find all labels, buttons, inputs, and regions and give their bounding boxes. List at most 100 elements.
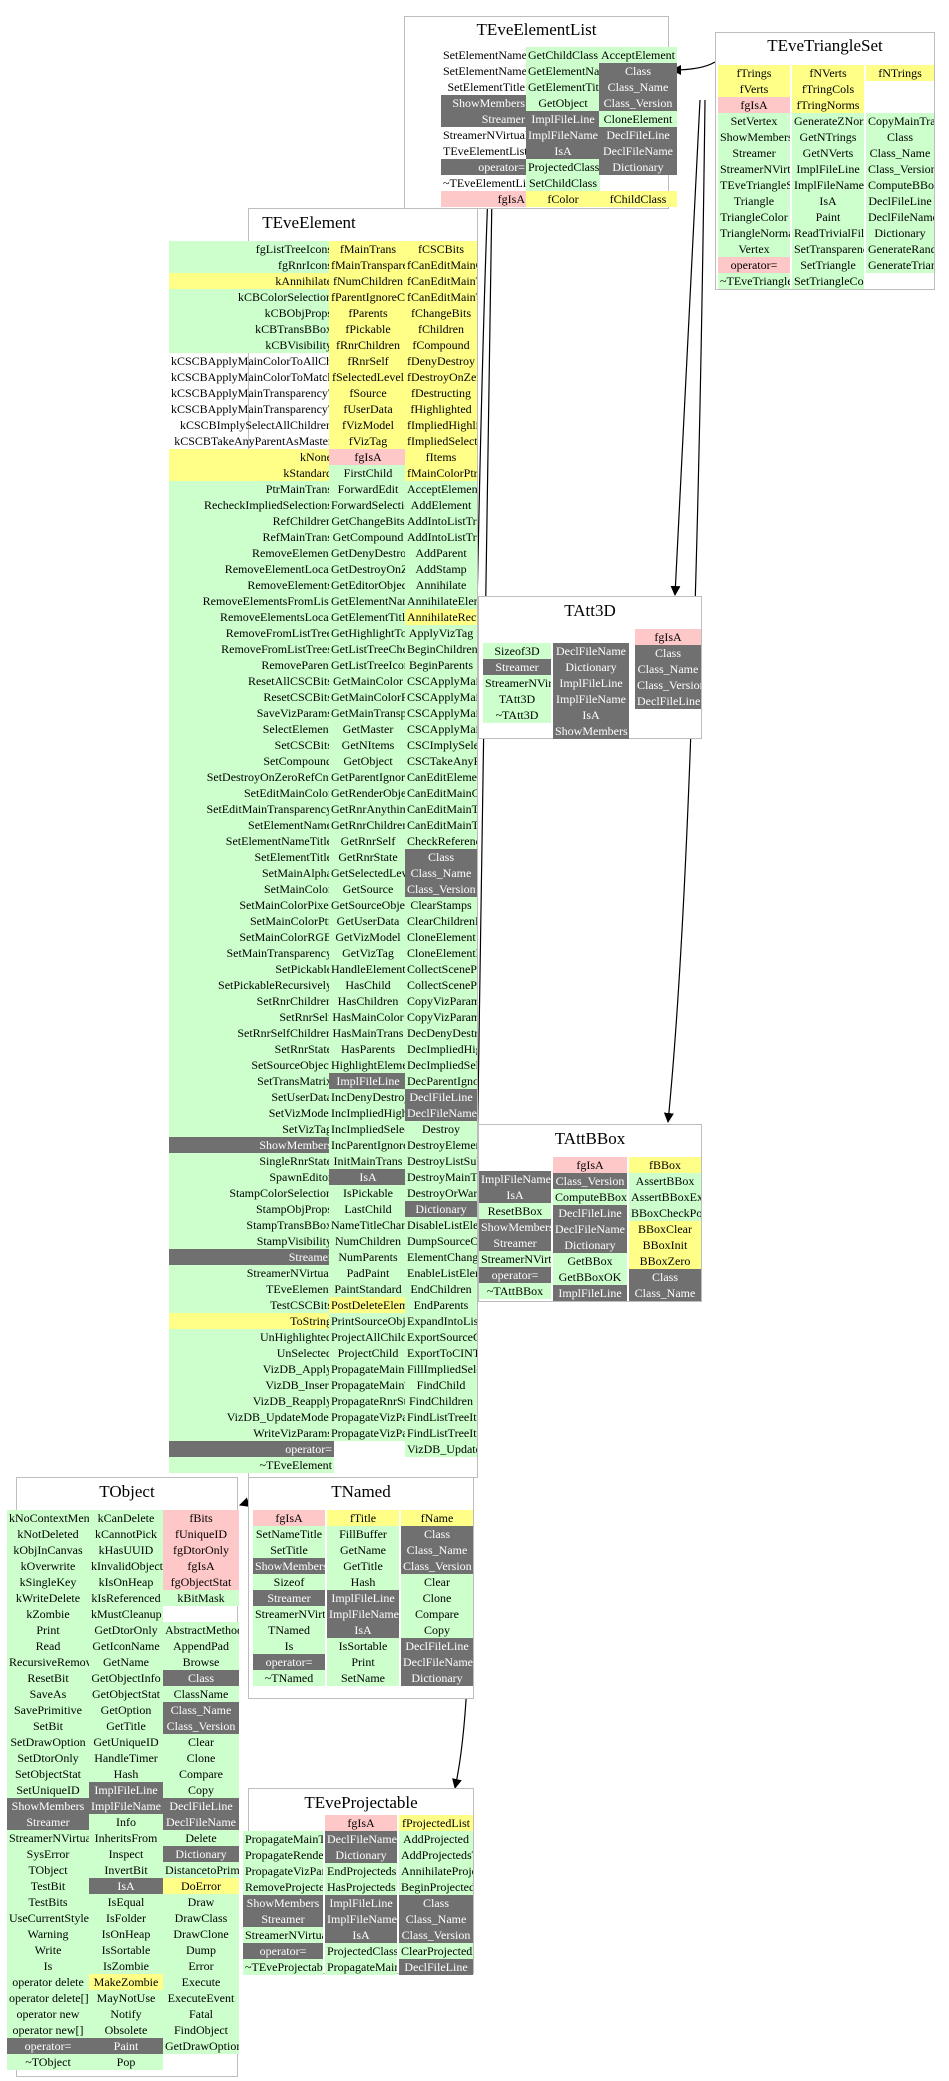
column: DeclFileName Dictionary ImplFileLine ImplFi… <box>553 643 629 739</box>
method-entry: FindChildren <box>405 1393 477 1409</box>
method-entry: Clear <box>163 1734 239 1750</box>
inherited-entry: Class_Name <box>163 1702 239 1718</box>
inherited-entry: Streamer <box>479 1235 551 1251</box>
method-entry: GetDestroyOnZeroRefCnt <box>329 561 407 577</box>
inherited-entry: DeclFileName <box>163 1814 239 1830</box>
inherited-entry: ImplFileName <box>479 1171 551 1187</box>
data-member-entry: fNumChildren <box>329 273 407 289</box>
method-entry: HighlightElement <box>329 1057 407 1073</box>
method-entry: SingleRnrState <box>169 1153 334 1169</box>
method-entry: Paint <box>792 209 864 225</box>
method-entry: GetIconName <box>89 1638 163 1654</box>
method-entry: CSCApplyMainColorToAllChildren <box>405 673 477 689</box>
data-member-entry: fDestroyOnZeroRefCnt <box>405 369 477 385</box>
inherited-entry: Dictionary <box>401 1670 473 1686</box>
method-entry: RefMainTrans <box>169 529 334 545</box>
method-entry: AnnihilateProjecteds <box>399 1863 473 1879</box>
inherited-entry: ShowMembers <box>479 1219 551 1235</box>
inherited-entry: Streamer <box>253 1590 325 1606</box>
method-entry: Execute <box>163 1974 239 1990</box>
method-entry: kCannotPick <box>89 1526 163 1542</box>
edge-tevetrianglset-to-teveelementlist <box>671 61 716 75</box>
inherited-entry: Class_Name <box>635 661 701 677</box>
method-entry: TEveTriangleSet <box>718 177 790 193</box>
method-entry: IncImpliedHighlighted <box>329 1105 407 1121</box>
data-member-entry: fNVerts <box>792 65 864 81</box>
method-entry: InheritsFrom <box>89 1830 163 1846</box>
method-entry: UnHighlighted <box>169 1329 334 1345</box>
method-entry: AssertBBoxExtents <box>629 1189 701 1205</box>
inherited-entry: DeclFileName <box>401 1654 473 1670</box>
method-entry: FirstChild <box>329 465 407 481</box>
method-entry: SetName <box>327 1670 399 1686</box>
method-entry: SavePrimitive <box>7 1702 89 1718</box>
method-entry: Triangle <box>718 193 790 209</box>
method-entry: SetMainColorRGB <box>169 929 334 945</box>
method-entry: HandleTimer <box>89 1750 163 1766</box>
inherited-entry: Dictionary <box>325 1847 397 1863</box>
method-entry: RecursiveRemove <box>7 1654 89 1670</box>
method-entry: PropagateMainColorToProjecteds <box>329 1361 407 1377</box>
method-entry: GetNItems <box>329 737 407 753</box>
inherited-entry: ImplFileName <box>89 1798 163 1814</box>
method-entry: GetMainTransparency <box>329 705 407 721</box>
column: GetChildClassGetElementNameGetElementTit… <box>526 47 600 207</box>
inherited-entry: Dictionary <box>553 659 629 675</box>
method-entry: DrawClone <box>163 1926 239 1942</box>
method-entry: AcceptElement <box>599 47 677 63</box>
data-member-entry: fParentIgnoreCnt <box>329 289 407 305</box>
method-entry: SetMainColorPtr <box>169 913 334 929</box>
inherited-entry: IsA <box>479 1187 551 1203</box>
method-entry: DecParentIgnoreCnt <box>405 1073 477 1089</box>
method-entry: EndParents <box>405 1297 477 1313</box>
method-entry: Sizeof3D <box>483 643 551 659</box>
private-member-entry: fgIsA <box>329 449 407 465</box>
method-entry: SetMainTransparency <box>169 945 334 961</box>
method-entry: SetElementNameTitle <box>169 833 334 849</box>
inherited-entry: ShowMembers <box>441 95 527 111</box>
inherited-entry: ImplFileLine <box>553 1285 627 1301</box>
inherited-entry: ShowMembers <box>553 723 629 739</box>
method-entry: PaintStandard <box>329 1281 407 1297</box>
method-entry: AddElement <box>405 497 477 513</box>
method-entry: operator delete <box>7 1974 89 1990</box>
inherited-entry: Dictionary <box>553 1237 627 1253</box>
private-member-entry: fgIsA <box>441 191 527 207</box>
column: fgIsA DeclFileName Dictionary EndProjecteds… <box>325 1815 397 1975</box>
column: kCanDelete kCannotPick kHasUUID kInvalidObj… <box>89 1510 163 2070</box>
method-entry: VizDB_Reapply <box>169 1393 334 1409</box>
method-entry: CollectSceneParents <box>405 961 477 977</box>
method-entry: GetObject <box>526 95 600 111</box>
private-member-entry: fgObjectStat <box>163 1574 239 1590</box>
data-member-entry: fName <box>401 1510 473 1526</box>
method-entry: SetDestroyOnZeroRefCnt <box>169 769 334 785</box>
method-entry: kCanDelete <box>89 1510 163 1526</box>
method-entry: PtrMainTrans <box>169 481 334 497</box>
method-entry: ForwardSelection <box>329 497 407 513</box>
inherited-entry: DeclFileName <box>553 643 629 659</box>
method-entry: InitMainTrans <box>329 1153 407 1169</box>
method-entry: SetUserData <box>169 1089 334 1105</box>
column: fTitle FillBuffer GetName GetTitle Hash ImplF… <box>327 1510 399 1686</box>
data-member-entry: DoError <box>163 1878 239 1894</box>
method-entry: ResetCSCBits <box>169 689 334 705</box>
method-entry: CSCApplyMainColorToMatchingChildren <box>405 689 477 705</box>
method-entry: Print <box>7 1622 89 1638</box>
method-entry: BeginProjecteds <box>399 1879 473 1895</box>
method-entry: DistancetoPrimitive <box>163 1862 239 1878</box>
data-member-entry: fHighlighted <box>405 401 477 417</box>
data-member-entry: AnnihilateRecursively <box>405 609 477 625</box>
method-entry: SetEditMainTransparency <box>169 801 334 817</box>
inherited-entry: ImplFileName <box>526 127 600 143</box>
method-entry: Is <box>253 1638 325 1654</box>
method-entry: VizDB_UpdateModel <box>169 1409 334 1425</box>
method-entry: InvertBit <box>89 1862 163 1878</box>
method-entry: SaveAs <box>7 1686 89 1702</box>
method-entry: TAtt3D <box>483 691 551 707</box>
data-member-entry: fBBox <box>629 1157 701 1173</box>
method-entry: GetTitle <box>327 1558 399 1574</box>
method-entry: ClearStamps <box>405 897 477 913</box>
inherited-entry: Streamer <box>7 1814 89 1830</box>
method-entry: ~TAttBBox <box>479 1283 551 1299</box>
data-member-entry: fCanEditMainTrans <box>405 273 477 289</box>
